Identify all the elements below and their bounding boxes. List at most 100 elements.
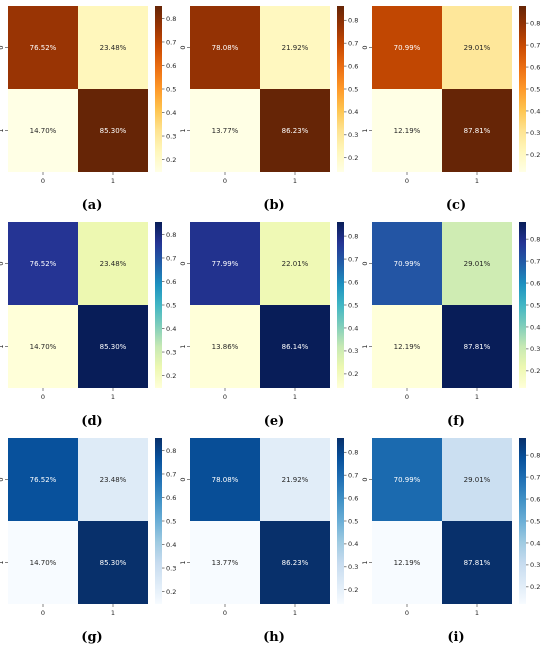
- heatmap-cell: [260, 6, 330, 89]
- heatmap-panel-3: 70.99% 29.01% 12.19% 87.81% 0 1 0 1 0.2 0.3 0.4 0.5…: [361, 6, 540, 213]
- heatmap-cell: [372, 521, 442, 604]
- colorbar-tick-label: 0.5: [530, 517, 540, 525]
- cell-value-label: 76.52%: [30, 476, 57, 484]
- x-tick-label: 0: [41, 609, 45, 617]
- y-tick-label: 0: [0, 261, 5, 265]
- colorbar-tick-label: 0.6: [166, 62, 176, 70]
- colorbar-tick-label: 0.2: [530, 583, 540, 591]
- cell-value-label: 76.52%: [30, 44, 57, 52]
- colorbar-tick-label: 0.2: [166, 372, 176, 380]
- colorbar-tick-label: 0.5: [166, 301, 176, 309]
- heatmap-cell: [442, 521, 512, 604]
- heatmap-panel-7: 76.52% 23.48% 14.70% 85.30% 0 1 0 1 0.2 0.3 0.4 0.5…: [0, 438, 176, 645]
- heatmap-cell: [260, 521, 330, 604]
- heatmap-panel-6: 70.99% 29.01% 12.19% 87.81% 0 1 0 1 0.2 0.3 0.4 0.5…: [361, 222, 540, 429]
- heatmap-cell: [442, 305, 512, 388]
- cell-value-label: 85.30%: [100, 559, 127, 567]
- colorbar-tick-label: 0.8: [530, 451, 540, 459]
- x-tick-label: 1: [293, 393, 297, 401]
- heatmap-cell: [260, 89, 330, 172]
- y-tick-label: 1: [179, 344, 187, 348]
- colorbar-tick-label: 0.8: [348, 449, 358, 457]
- heatmap-cell: [260, 222, 330, 305]
- colorbar: [519, 438, 526, 604]
- cell-value-label: 23.48%: [100, 44, 127, 52]
- cell-value-label: 86.23%: [282, 127, 309, 135]
- colorbar-tick-label: 0.7: [530, 41, 540, 49]
- heatmap-cell: [78, 222, 148, 305]
- colorbar-tick-label: 0.7: [166, 470, 176, 478]
- heatmap-panel-2: 78.08% 21.92% 13.77% 86.23% 0 1 0 1 0.2 0.3 0.4 0.5…: [179, 6, 358, 213]
- colorbar-tick-label: 0.5: [348, 85, 358, 93]
- y-tick-label: 1: [361, 128, 369, 132]
- colorbar-tick-label: 0.2: [348, 154, 358, 162]
- colorbar-tick-label: 0.2: [530, 151, 540, 159]
- cell-value-label: 87.81%: [464, 127, 491, 135]
- colorbar: [337, 438, 344, 604]
- colorbar-tick-label: 0.3: [348, 563, 358, 571]
- colorbar-tick-label: 0.2: [348, 370, 358, 378]
- panel-label: (e): [264, 414, 285, 429]
- cell-value-label: 14.70%: [30, 127, 57, 135]
- colorbar-tick-label: 0.4: [530, 323, 540, 331]
- colorbar-tick-label: 0.8: [348, 232, 358, 240]
- y-tick-label: 0: [361, 45, 369, 49]
- colorbar-tick-label: 0.6: [530, 279, 540, 287]
- heatmap-cell: [78, 438, 148, 521]
- heatmap-cell: [8, 222, 78, 305]
- panel-label: (i): [447, 630, 464, 645]
- cell-value-label: 29.01%: [464, 260, 491, 268]
- heatmap-cell: [442, 6, 512, 89]
- cell-value-label: 21.92%: [282, 44, 309, 52]
- colorbar-tick-label: 0.4: [530, 539, 540, 547]
- colorbar: [519, 6, 526, 172]
- cell-value-label: 14.70%: [30, 559, 57, 567]
- panel-label: (c): [446, 198, 466, 213]
- x-tick-label: 1: [475, 177, 479, 185]
- heatmap-cell: [8, 305, 78, 388]
- cell-value-label: 78.08%: [212, 476, 239, 484]
- colorbar-tick-label: 0.7: [166, 254, 176, 262]
- cell-value-label: 70.99%: [394, 260, 421, 268]
- colorbar-tick-label: 0.6: [348, 494, 358, 502]
- y-tick-label: 0: [179, 261, 187, 265]
- heatmap-panel-1: 76.52% 23.48% 14.70% 85.30% 0 1 0 1 0.2 0.3 0.4 0.5…: [0, 6, 176, 213]
- colorbar-tick-label: 0.6: [530, 495, 540, 503]
- colorbar-tick-label: 0.8: [348, 17, 358, 25]
- colorbar-tick-label: 0.7: [530, 473, 540, 481]
- colorbar-tick-label: 0.7: [348, 255, 358, 263]
- cell-value-label: 13.77%: [212, 127, 239, 135]
- colorbar-tick-label: 0.4: [166, 541, 176, 549]
- colorbar-tick-label: 0.2: [166, 588, 176, 596]
- cell-value-label: 87.81%: [464, 559, 491, 567]
- cell-value-label: 29.01%: [464, 476, 491, 484]
- cell-value-label: 13.86%: [212, 343, 239, 351]
- heatmap-cell: [372, 6, 442, 89]
- colorbar-tick-label: 0.7: [530, 257, 540, 265]
- colorbar-tick-label: 0.5: [166, 517, 176, 525]
- x-tick-label: 0: [405, 177, 409, 185]
- cell-value-label: 86.14%: [282, 343, 309, 351]
- x-tick-label: 0: [223, 393, 227, 401]
- cell-value-label: 12.19%: [394, 343, 421, 351]
- panel-label: (b): [263, 198, 284, 213]
- cell-value-label: 12.19%: [394, 559, 421, 567]
- x-tick-label: 1: [475, 609, 479, 617]
- y-tick-label: 1: [361, 344, 369, 348]
- y-tick-label: 0: [179, 45, 187, 49]
- colorbar: [155, 6, 162, 172]
- x-tick-label: 0: [41, 177, 45, 185]
- colorbar-tick-label: 0.8: [166, 447, 176, 455]
- colorbar-tick-label: 0.4: [348, 540, 358, 548]
- heatmap-cell: [372, 305, 442, 388]
- colorbar-tick-label: 0.6: [166, 494, 176, 502]
- x-tick-label: 1: [293, 177, 297, 185]
- cell-value-label: 85.30%: [100, 127, 127, 135]
- y-tick-label: 0: [0, 45, 5, 49]
- colorbar-tick-label: 0.8: [530, 235, 540, 243]
- y-tick-label: 1: [361, 560, 369, 564]
- colorbar-tick-label: 0.3: [348, 347, 358, 355]
- y-tick-label: 0: [179, 477, 187, 481]
- colorbar-tick-label: 0.6: [530, 63, 540, 71]
